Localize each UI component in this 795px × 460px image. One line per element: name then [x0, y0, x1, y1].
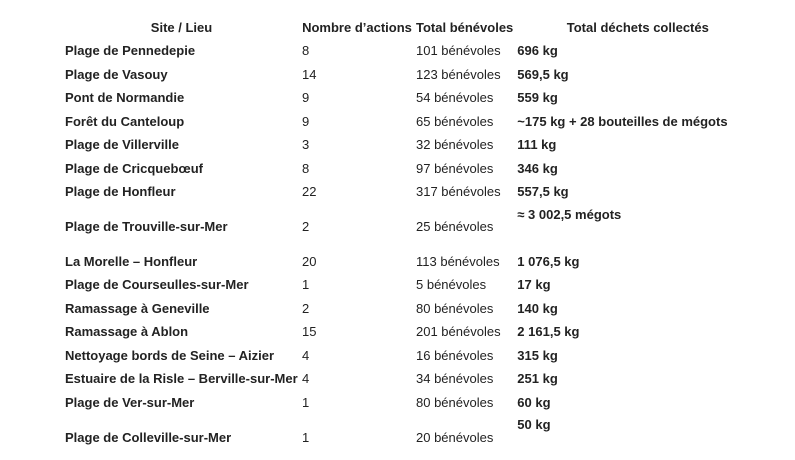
table-row: Plage de Trouville-sur-Mer 2 25 bénévoles ≈…	[63, 204, 760, 250]
actions-cell: 4	[302, 347, 310, 363]
actions-cell: 22	[302, 184, 317, 200]
actions-cell: 1	[302, 429, 310, 445]
cleanup-results-table: Site / Lieu Nombre d’actions Total bénév…	[63, 15, 760, 460]
waste-cell: 315 kg	[517, 347, 558, 363]
actions-cell: 1	[302, 394, 310, 410]
table-row: Plage de Cricquebœuf 8 97 bénévoles 346 kg	[63, 157, 760, 181]
header-volunteers: Total bénévoles	[416, 19, 514, 35]
site-cell: Forêt du Canteloup	[65, 113, 185, 129]
actions-cell: 2	[302, 300, 310, 316]
actions-cell: 20	[302, 253, 317, 269]
volunteers-cell: 80 bénévoles	[416, 394, 494, 410]
actions-cell: 15	[302, 324, 317, 340]
table-row: Plage de Courseulles-sur-Mer 1 5 bénévoles…	[63, 273, 760, 297]
actions-cell: 8	[302, 43, 310, 59]
waste-cell: ~175 kg + 28 bouteilles de mégots	[517, 113, 728, 129]
waste-cell: ≈ 3 002,5 mégots	[517, 206, 622, 222]
waste-cell: 346 kg	[517, 160, 558, 176]
actions-cell: 9	[302, 90, 310, 106]
waste-cell: 559 kg	[517, 90, 558, 106]
volunteers-cell: 25 bénévoles	[416, 219, 494, 234]
header-waste: Total déchets collectés	[566, 19, 709, 35]
site-cell: Plage de Ver-sur-Mer	[65, 394, 195, 410]
waste-cell: 2 161,5 kg	[517, 324, 580, 340]
site-cell: Plage de Villerville	[65, 137, 179, 153]
table-header-row: Site / Lieu Nombre d’actions Total bénév…	[63, 15, 760, 39]
table-row: La Morelle – Honfleur 20 113 bénévoles 1 07…	[63, 250, 760, 274]
waste-cell: 1 076,5 kg	[517, 253, 580, 269]
actions-cell: 14	[302, 66, 317, 82]
volunteers-cell: 65 bénévoles	[416, 113, 494, 129]
actions-cell: 1	[302, 277, 310, 293]
waste-cell: 140 kg	[517, 300, 558, 316]
header-site: Site / Lieu	[150, 19, 213, 35]
volunteers-cell: 5 bénévoles	[416, 277, 487, 293]
site-cell: Plage de Vasouy	[65, 66, 168, 82]
table-row: Plage de Colleville-sur-Mer 1 20 bénévoles…	[63, 414, 760, 460]
site-cell: La Morelle – Honfleur	[65, 253, 198, 269]
table-row: Ramassage à Ablon 15 201 bénévoles 2 161,5 …	[63, 320, 760, 344]
volunteers-cell: 101 bénévoles	[416, 43, 501, 59]
waste-cell: 569,5 kg	[517, 66, 569, 82]
waste-cell: 17 kg	[517, 277, 551, 293]
table-row: Forêt du Canteloup 9 65 bénévoles ~175 kg +…	[63, 110, 760, 134]
volunteers-cell: 317 bénévoles	[416, 184, 501, 200]
volunteers-cell: 20 bénévoles	[416, 429, 494, 445]
waste-cell: 251 kg	[517, 371, 558, 387]
site-cell: Plage de Honfleur	[65, 184, 176, 200]
header-actions: Nombre d’actions	[302, 19, 412, 35]
table-row: Plage de Ver-sur-Mer 1 80 bénévoles 60 kg	[63, 391, 760, 415]
waste-cell: 60 kg	[517, 394, 551, 410]
actions-cell: 2	[302, 219, 310, 234]
waste-cell: 50 kg	[517, 417, 551, 432]
table-row: Plage de Pennedepie 8 101 bénévoles 696 kg	[63, 39, 760, 63]
table-row: Nettoyage bords de Seine – Aizier 4 16 bén…	[63, 344, 760, 368]
volunteers-cell: 34 bénévoles	[416, 371, 494, 387]
table-row: Estuaire de la Risle – Berville-sur-Mer 4…	[63, 367, 760, 391]
waste-cell: 111 kg	[517, 137, 557, 153]
site-cell: Plage de Trouville-sur-Mer	[65, 219, 228, 234]
actions-cell: 3	[302, 137, 310, 153]
site-cell: Plage de Colleville-sur-Mer	[65, 429, 232, 445]
volunteers-cell: 201 bénévoles	[416, 324, 501, 340]
waste-cell: 696 kg	[517, 43, 558, 59]
site-cell: Pont de Normandie	[65, 90, 185, 106]
table-row: Plage de Villerville 3 32 bénévoles 111 kg	[63, 133, 760, 157]
table-row: Ramassage à Geneville 2 80 bénévoles 140 kg	[63, 297, 760, 321]
site-cell: Ramassage à Geneville	[65, 300, 210, 316]
site-cell: Plage de Pennedepie	[65, 43, 196, 59]
actions-cell: 8	[302, 160, 310, 176]
site-cell: Plage de Courseulles-sur-Mer	[65, 277, 249, 293]
actions-cell: 9	[302, 113, 310, 129]
table-row: Plage de Honfleur 22 317 bénévoles 557,5 kg	[63, 180, 760, 204]
site-cell: Plage de Cricquebœuf	[65, 160, 203, 176]
site-cell: Ramassage à Ablon	[65, 324, 189, 340]
actions-cell: 4	[302, 371, 310, 387]
volunteers-cell: 97 bénévoles	[416, 160, 494, 176]
volunteers-cell: 123 bénévoles	[416, 66, 501, 82]
volunteers-cell: 113 bénévoles	[416, 253, 500, 269]
volunteers-cell: 80 bénévoles	[416, 300, 494, 316]
volunteers-cell: 32 bénévoles	[416, 137, 494, 153]
table-row: Pont de Normandie 9 54 bénévoles 559 kg	[63, 86, 760, 110]
waste-cell: 557,5 kg	[517, 184, 569, 200]
site-cell: Estuaire de la Risle – Berville-sur-Mer	[65, 371, 298, 387]
table-row: Plage de Vasouy 14 123 bénévoles 569,5 kg	[63, 63, 760, 87]
volunteers-cell: 16 bénévoles	[416, 347, 494, 363]
volunteers-cell: 54 bénévoles	[416, 90, 494, 106]
site-cell: Nettoyage bords de Seine – Aizier	[65, 347, 275, 363]
